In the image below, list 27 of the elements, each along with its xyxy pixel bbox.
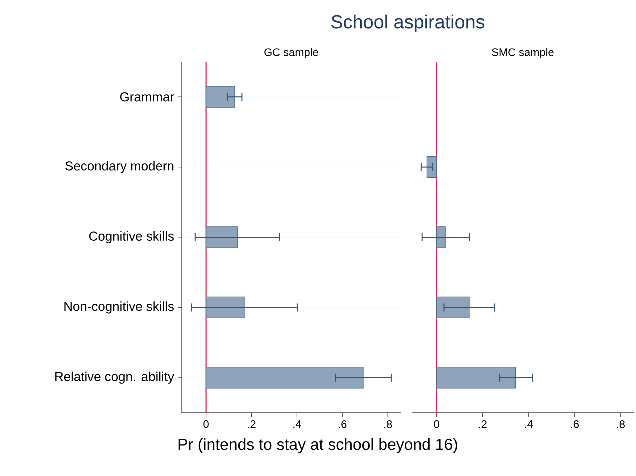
x-tick-label: .4 [294,420,302,428]
chart-subtitle: GC sample [264,48,318,58]
y-tick-label: Cognitive skills [89,231,174,244]
chart-title: School aspirations [332,14,485,32]
x-tick-label: 0 [434,420,440,428]
bar [436,367,516,389]
x-axis-title: Pr (intends to stay at school beyond 16) [178,438,458,454]
x-tick-label: .4 [525,420,534,428]
bar [206,86,236,108]
bar [206,367,364,389]
y-tick-label: Relative cogn. ability [56,372,174,384]
x-tick-label: 0 [204,420,209,428]
bar [436,226,446,248]
x-tick-label: .6 [571,420,579,428]
y-tick-label: Non-cognitive skills [64,302,174,314]
chart-subtitle: SMC sample [492,48,554,58]
x-tick-label: .2 [248,420,256,428]
bar [206,226,238,248]
y-tick-label: Secondary modern [66,161,174,174]
x-tick-label: .8 [617,420,625,428]
bar [206,296,246,319]
y-tick-label: Grammar [120,92,174,102]
x-tick-label: .8 [384,420,392,428]
x-tick-label: .6 [339,420,347,428]
bar [426,156,438,178]
bar [436,296,470,319]
x-tick-label: .2 [479,420,487,428]
